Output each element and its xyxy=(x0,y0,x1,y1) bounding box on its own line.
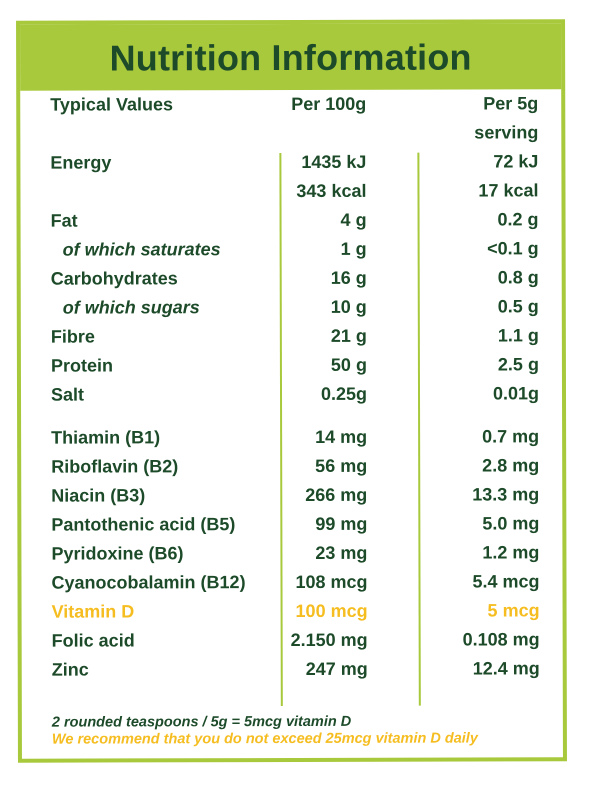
value-per-5g: 2.8 mg xyxy=(482,455,540,476)
nutrient-label: Protein xyxy=(50,355,113,376)
table-row: Energy 1435 kJ 72 kJ xyxy=(50,147,541,177)
value-per-5g: 5 mcg xyxy=(487,600,540,621)
value-per-100g: 10 g xyxy=(330,296,367,317)
column-header-row: Typical Values Per 100g Per 5g xyxy=(50,89,541,119)
value-per-100g: 14 mg xyxy=(315,426,368,447)
value-per-5g: 0.5 g xyxy=(497,296,539,317)
value-per-100g: 108 mcg xyxy=(295,571,368,592)
value-per-100g: 50 g xyxy=(330,354,367,375)
header-band: Nutrition Information xyxy=(20,23,562,91)
header-per-5g: Per 5g xyxy=(483,93,539,114)
value-per-100g: 266 mg xyxy=(305,484,368,505)
table-row: Pyridoxine (B6) 23 mg 1.2 mg xyxy=(51,538,542,568)
table-row: Zinc 247 mg 12.4 mg xyxy=(52,654,543,684)
value-per-100g: 99 mg xyxy=(315,513,368,534)
nutrient-label: of which sugars xyxy=(62,297,200,318)
nutrient-label: Carbohydrates xyxy=(50,268,178,289)
nutrient-label: Niacin (B3) xyxy=(51,485,146,506)
nutrient-label: Pyridoxine (B6) xyxy=(51,543,184,564)
table-row: Protein 50 g 2.5 g xyxy=(51,350,542,380)
page-title: Nutrition Information xyxy=(109,36,472,79)
value-per-100g: 2.150 mg xyxy=(290,629,368,651)
value-per-100g: 16 g xyxy=(330,267,367,288)
nutrient-label: Zinc xyxy=(51,659,89,680)
value-per-100g: 21 g xyxy=(330,325,367,346)
value-per-100g: 343 kcal xyxy=(296,180,367,201)
value-per-5g: 0.108 mg xyxy=(462,629,540,650)
nutrient-label: Thiamin (B1) xyxy=(51,427,161,448)
table-row: Carbohydrates 16 g 0.8 g xyxy=(51,263,542,293)
table-row: Niacin (B3) 266 mg 13.3 mg xyxy=(51,480,542,510)
value-per-5g: 0.2 g xyxy=(497,209,539,230)
value-per-100g: 1435 kJ xyxy=(301,151,367,172)
value-per-100g: 247 mg xyxy=(305,658,368,679)
value-per-5g: 17 kcal xyxy=(478,180,539,201)
nutrition-card: Nutrition Information Typical Values Per… xyxy=(16,19,567,763)
nutrient-label: Energy xyxy=(50,152,112,173)
value-per-5g: 13.3 mg xyxy=(472,484,540,505)
value-per-5g: 12.4 mg xyxy=(472,658,540,679)
value-per-100g: 1 g xyxy=(340,238,367,259)
table-row: Fibre 21 g 1.1 g xyxy=(51,321,542,351)
table-row: Folic acid 2.150 mg 0.108 mg xyxy=(52,625,543,655)
table-row: Fat 4 g 0.2 g xyxy=(51,205,542,235)
value-per-5g: 5.4 mcg xyxy=(472,571,540,592)
value-per-5g: 72 kJ xyxy=(493,151,539,172)
column-header-row-2: serving xyxy=(50,118,541,148)
nutrient-label: Fat xyxy=(50,210,78,231)
footnotes: 2 rounded teaspoons / 5g = 5mcg vitamin … xyxy=(52,714,478,749)
nutrient-label: Pantothenic acid (B5) xyxy=(51,514,236,535)
serving-note: 2 rounded teaspoons / 5g = 5mcg vitamin … xyxy=(51,713,352,731)
table-row: of which sugars 10 g 0.5 g xyxy=(51,292,542,322)
value-per-5g: 0.8 g xyxy=(497,267,539,288)
warning-note: We recommend that you do not exceed 25mc… xyxy=(51,730,478,748)
value-per-5g: 0.01g xyxy=(492,383,540,404)
table-row: Cyanocobalamin (B12) 108 mcg 5.4 mcg xyxy=(51,567,542,597)
value-per-100g: 23 mg xyxy=(315,542,368,563)
value-per-100g: 4 g xyxy=(340,209,367,230)
value-per-5g: 1.2 mg xyxy=(482,542,540,563)
table-row: Salt 0.25g 0.01g xyxy=(51,379,542,409)
table-row: Thiamin (B1) 14 mg 0.7 mg xyxy=(51,422,542,452)
nutrient-label: of which saturates xyxy=(62,239,221,260)
header-serving: serving xyxy=(474,122,539,143)
value-per-100g: 0.25g xyxy=(320,383,368,404)
table-row: Vitamin D 100 mcg 5 mcg xyxy=(52,596,543,626)
value-per-5g: 5.0 mg xyxy=(482,513,540,534)
nutrient-label: Riboflavin (B2) xyxy=(51,456,179,477)
table-row: of which saturates 1 g <0.1 g xyxy=(51,234,542,264)
value-per-5g: <0.1 g xyxy=(487,238,539,259)
nutrient-label: Salt xyxy=(50,384,85,405)
table-row: 343 kcal 17 kcal xyxy=(50,176,541,206)
nutrient-label: Fibre xyxy=(50,326,95,347)
value-per-5g: 2.5 g xyxy=(497,354,539,375)
value-per-5g: 0.7 mg xyxy=(482,426,540,447)
value-per-100g: 100 mcg xyxy=(295,600,368,621)
value-per-5g: 1.1 g xyxy=(497,325,539,346)
table-row: Riboflavin (B2) 56 mg 2.8 mg xyxy=(51,451,542,481)
value-per-100g: 56 mg xyxy=(315,455,368,476)
header-per-100g: Per 100g xyxy=(291,93,367,114)
table-row: Pantothenic acid (B5) 99 mg 5.0 mg xyxy=(51,509,542,539)
